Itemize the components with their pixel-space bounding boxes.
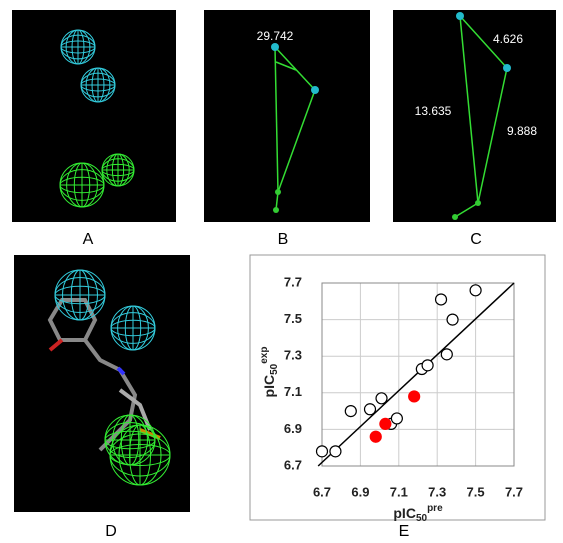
scatter-point (345, 406, 356, 417)
scatter-point (370, 431, 381, 442)
scatter-point (409, 391, 420, 402)
mesh-sphere (60, 163, 104, 207)
scatter-point (422, 360, 433, 371)
distance-label: 9.888 (507, 124, 537, 138)
x-tick-label: 7.3 (428, 484, 446, 499)
mesh-sphere (81, 68, 115, 102)
x-tick-label: 7.7 (505, 484, 523, 499)
scatter-point (330, 446, 341, 457)
axis-title-sup: exp (259, 347, 270, 364)
y-tick-label: 6.7 (284, 457, 302, 472)
y-tick-label: 7.5 (284, 311, 302, 326)
axis-title-base: pIC (393, 505, 416, 521)
scatter-point (470, 285, 481, 296)
mesh-sphere (61, 30, 95, 64)
distance-label: 29.742 (257, 29, 294, 43)
distance-label: 13.635 (415, 104, 452, 118)
scatter-point (436, 294, 447, 305)
figure: A B C D E 29.742 4.626 13.635 9.888 6.7 6.9 7.1 7.3 7… (0, 0, 563, 543)
scatter-point (317, 446, 328, 457)
scatter-point (441, 349, 452, 360)
axis-title-sub: 50 (416, 513, 428, 524)
distance-label: 4.626 (493, 32, 523, 46)
axis-title-sub: 50 (269, 363, 280, 375)
mesh-sphere (111, 306, 155, 350)
panel-label: E (399, 523, 410, 540)
scatter-point (447, 314, 458, 325)
panel-label: C (470, 231, 482, 248)
mesh-sphere (102, 154, 134, 186)
scatter-point (365, 404, 376, 415)
y-tick-label: 6.9 (284, 421, 302, 436)
mesh-sphere (110, 425, 170, 485)
y-tick-label: 7.3 (284, 348, 302, 363)
x-tick-label: 6.9 (351, 484, 369, 499)
x-tick-label: 7.5 (467, 484, 485, 499)
x-tick-label: 6.7 (313, 484, 331, 499)
scatter-point (376, 393, 387, 404)
page: {"panel_labels": ["A", "B", "C", "D", "E… (0, 0, 563, 543)
y-tick-label: 7.1 (284, 384, 302, 399)
axis-title-sup: pre (427, 503, 443, 514)
axis-title-base: pIC (261, 375, 277, 398)
panel-label: A (83, 231, 94, 248)
panel-label: D (105, 523, 117, 540)
x-tick-label: 7.1 (390, 484, 408, 499)
y-tick-label: 7.7 (284, 274, 302, 289)
panel-label: B (278, 231, 289, 248)
scatter-point (391, 413, 402, 424)
scatter-point (380, 418, 391, 429)
mesh-sphere (55, 270, 105, 320)
